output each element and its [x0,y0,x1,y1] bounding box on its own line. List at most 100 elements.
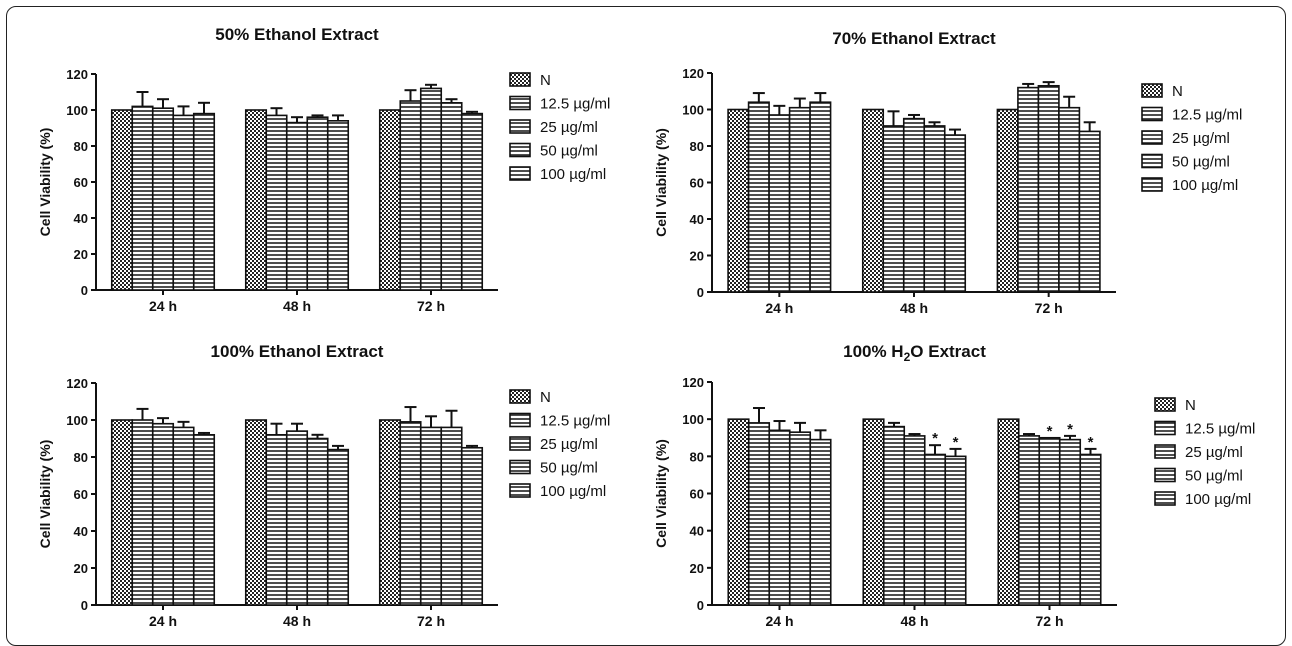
x-tick-label: 48 h [283,613,311,627]
bar [768,429,791,606]
bar [1037,84,1060,293]
x-tick-label: 24 h [149,613,177,627]
bar [151,422,175,606]
y-tick-label: 80 [690,449,704,464]
bar [110,419,134,606]
bar [1017,86,1040,293]
legend-label: 50 µg/ml [1172,154,1230,171]
legend-label: N [540,389,551,406]
legend-swatch [509,459,531,475]
legend: N 12.5 µg/ml 25 µg/ml 50 µg/ml 100 µg/ml [1141,83,1242,194]
bar [172,426,195,606]
x-tick-label: 24 h [149,298,177,314]
bar [1017,435,1041,606]
y-tick-label: 120 [66,67,88,82]
legend-swatch [509,436,531,451]
y-tick-label: 120 [682,66,704,81]
legend-label: 100 µg/ml [1172,177,1238,194]
bar [460,112,484,291]
chart-title: 100% H2O Extract [843,342,986,364]
bar [326,448,350,606]
x-tick-label: 24 h [765,300,793,316]
bar [244,419,268,606]
bar [285,121,309,291]
legend: N 12.5 µg/ml 25 µg/ml 50 µg/ml 100 µg/ml [509,72,610,183]
chart-panel-3: 100% Ethanol Extract Cell Viability (%) 0 2… [37,342,610,627]
bar [882,125,905,293]
bar [747,101,770,293]
legend-label: 25 µg/ml [1172,130,1230,147]
x-tick-label: 72 h [1035,300,1063,316]
y-tick-label: 100 [66,103,88,118]
legend: N 12.5 µg/ml 25 µg/ml 50 µg/ml 100 µg/ml [1154,397,1255,508]
legend-swatch [1154,397,1176,412]
legend-label: 12.5 µg/ml [1172,107,1242,124]
bar [727,418,750,606]
bar [902,117,926,293]
legend-swatch [509,412,531,428]
legend-label: 50 µg/ml [540,143,598,160]
y-tick-label: 80 [690,139,704,154]
chart-title: 50% Ethanol Extract [215,25,379,44]
chart-panel-4: 100% H2O Extract Cell Viability (%) 0 20 40 6… [653,342,1255,627]
bar [788,431,812,606]
y-tick-label: 100 [682,412,704,427]
significance-star: * [953,434,959,451]
y-tick-label: 120 [66,376,88,391]
significance-star: * [1067,421,1073,438]
x-tick-label: 48 h [283,298,311,314]
significance-star: * [932,430,938,447]
legend-label: N [540,72,551,89]
chart-title: 70% Ethanol Extract [832,29,996,48]
bar [285,430,309,606]
bar [862,418,885,606]
y-tick-label: 80 [74,450,88,465]
legend-label: N [1172,83,1183,100]
legend-swatch [509,142,531,158]
legend-swatch [1141,130,1163,145]
legend-label: 25 µg/ml [540,119,598,136]
y-tick-label: 20 [690,561,704,576]
bar [809,101,832,293]
legend-swatch [1154,467,1176,483]
bar [306,437,329,606]
x-tick-label: 72 h [417,298,445,314]
y-tick-label: 40 [74,211,88,226]
x-tick-label: 48 h [900,613,928,627]
chart-panel-2: 70% Ethanol Extract Cell Viability (%) 0 20… [653,29,1242,316]
y-tick-label: 60 [690,487,704,502]
figure-panels: 50% Ethanol Extract Cell Viability (%) 0 20… [37,25,1255,627]
bar [727,108,750,293]
legend-label: 100 µg/ml [540,166,606,183]
y-tick-label: 20 [74,561,88,576]
bar [172,114,195,291]
legend-swatch [1154,444,1176,459]
legend-label: 12.5 µg/ml [540,96,610,113]
legend-swatch [509,119,531,134]
bar [192,112,216,291]
bar [882,425,906,606]
legend: N 12.5 µg/ml 25 µg/ml 50 µg/ml 100 µg/ml [509,389,610,500]
bar [861,108,885,293]
bar [399,100,422,291]
bar [265,433,288,606]
bar [903,435,926,606]
legend-label: 100 µg/ml [1185,491,1251,508]
bar [131,419,154,606]
y-tick-label: 120 [682,375,704,390]
legend-label: 12.5 µg/ml [540,413,610,430]
y-tick-label: 80 [74,139,88,154]
bar [378,419,402,606]
legend-swatch [1141,106,1163,122]
bar [1058,106,1081,293]
y-tick-label: 100 [66,413,88,428]
bar [244,109,268,291]
y-tick-label: 100 [682,103,704,118]
bar [1058,438,1082,606]
y-tick-label: 40 [74,524,88,539]
legend-swatch [1154,420,1176,436]
bar [440,426,463,606]
y-axis-title: Cell Viability (%) [37,440,53,549]
bar [788,106,811,293]
y-tick-label: 40 [690,212,704,227]
